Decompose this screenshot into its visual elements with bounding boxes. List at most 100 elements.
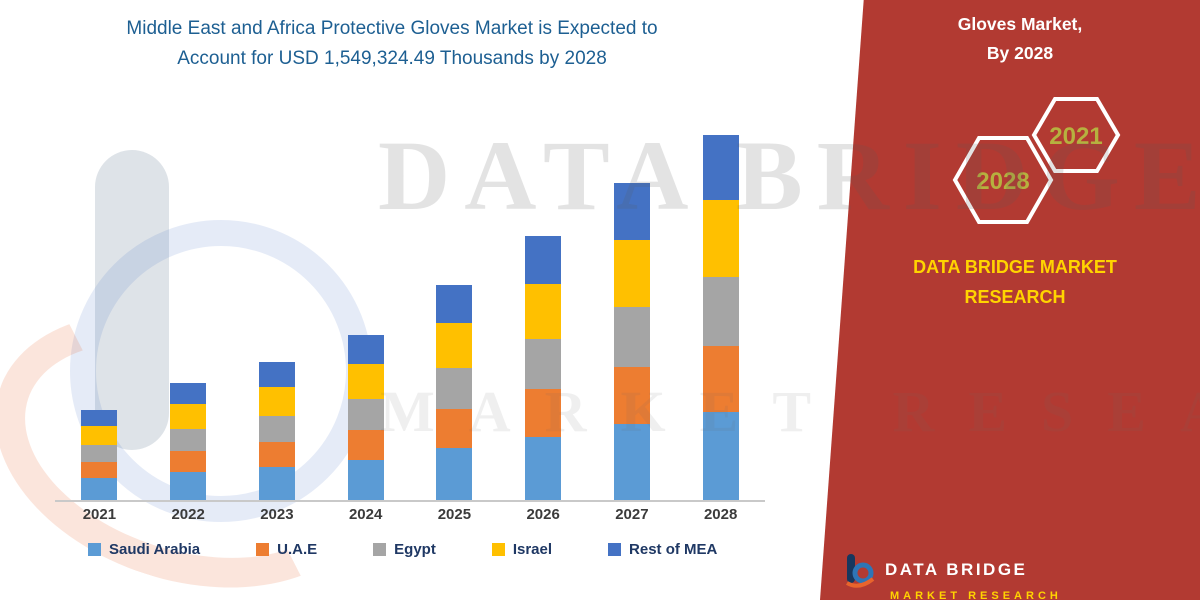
bar-segment [347, 364, 384, 399]
bar-segment [613, 183, 650, 240]
legend-swatch [256, 543, 270, 556]
bar-segment [613, 307, 650, 367]
bar-segment [525, 437, 562, 500]
legend-label: Israel [512, 541, 553, 558]
bar-column-2027 [588, 120, 677, 500]
legend-swatch [373, 543, 387, 556]
bar-column-2024 [321, 120, 410, 500]
bar-segment [81, 410, 118, 426]
bar-stack [613, 183, 650, 500]
bar-segment [347, 430, 384, 460]
legend-swatch [491, 543, 505, 556]
legend-label: Egypt [394, 541, 436, 558]
x-axis-label: 2022 [171, 506, 205, 523]
bar-segment [258, 362, 295, 387]
bar-segment [525, 284, 562, 339]
bar-segment [81, 426, 118, 445]
bar-segment [613, 240, 650, 307]
bar-segment [702, 412, 739, 500]
bar-column-2023 [233, 120, 322, 500]
x-axis-label: 2021 [82, 506, 117, 523]
bar-segment [347, 335, 384, 364]
x-axis-label: 2023 [260, 506, 294, 523]
bar-segment [436, 409, 473, 448]
legend-item: Israel [491, 541, 553, 558]
legend-label: Rest of MEA [629, 541, 718, 558]
bar-column-2025 [410, 120, 499, 500]
brand-line2: RESEARCH [964, 287, 1066, 307]
bar-segment [436, 448, 473, 500]
side-panel: Gloves Market, By 2028 2028 2021 DATA BR… [820, 0, 1200, 600]
bar-stack [170, 383, 207, 500]
legend-label: Saudi Arabia [109, 541, 201, 558]
bar-segment [170, 451, 207, 472]
chart-title-line1: Middle East and Africa Protective Gloves… [126, 18, 658, 39]
footer-brand-text: DATA BRIDGE [885, 560, 1028, 579]
bar-segment [258, 442, 295, 467]
x-axis-label: 2028 [703, 506, 738, 523]
bar-segment [702, 135, 739, 200]
x-axis-label: 2026 [526, 506, 560, 523]
bar-column-2028 [676, 120, 765, 500]
legend-item: Rest of MEA [608, 541, 717, 558]
x-axis-label: 2024 [348, 506, 383, 523]
bar-segment [613, 367, 650, 424]
bar-segment [347, 399, 384, 430]
panel-heading-line2: By 2028 [986, 43, 1054, 63]
panel-heading: Gloves Market, By 2028 [900, 10, 1140, 68]
bar-segment [525, 389, 562, 437]
year-hexagons: 2028 2021 [952, 97, 1121, 224]
bar-segment [525, 236, 562, 284]
hexagon-2028 [952, 136, 1054, 224]
legend-swatch [608, 543, 622, 556]
bar-segment [170, 472, 207, 500]
bar-segment [170, 383, 207, 404]
brand-line1: DATA BRIDGE MARKET [913, 257, 1117, 277]
bar-segment [258, 416, 295, 442]
bar-column-2022 [144, 120, 233, 500]
legend: Saudi Arabia U.A.E Egypt Israel Rest of MEA [88, 541, 717, 558]
bar-stack [525, 236, 562, 500]
bar-column-2021 [55, 120, 144, 500]
bar-segment [81, 445, 118, 462]
bar-segment [258, 387, 295, 416]
bar-segment [258, 467, 295, 500]
bar-segment [702, 200, 739, 277]
bar-stack [258, 362, 295, 500]
bar-column-2026 [499, 120, 588, 500]
chart-title: Middle East and Africa Protective Gloves… [30, 14, 754, 74]
data-bridge-logo-icon [845, 554, 875, 588]
bar-segment [436, 285, 473, 323]
bar-stack [81, 410, 118, 500]
legend-label: U.A.E [277, 541, 318, 558]
bar-segment [613, 424, 650, 500]
x-axis-labels: 2021 2022 2023 2024 2025 2026 2027 2028 [55, 506, 765, 523]
bar-segment [702, 346, 739, 412]
chart-plot [55, 120, 765, 502]
x-axis-label: 2027 [615, 506, 649, 523]
legend-item: Egypt [373, 541, 436, 558]
bar-segment [170, 404, 207, 429]
bar-segment [347, 460, 384, 500]
bar-stack [347, 335, 384, 500]
x-axis-label: 2025 [437, 506, 472, 523]
bar-stack [436, 285, 473, 500]
panel-heading-line1: Gloves Market, [957, 14, 1083, 34]
bar-segment [81, 478, 118, 500]
bar-segment [81, 462, 118, 478]
legend-swatch [88, 543, 101, 556]
hexagon-2028-label: 2028 [976, 168, 1029, 195]
brand-text: DATA BRIDGE MARKET RESEARCH [850, 252, 1180, 312]
footer-logo: DATA BRIDGE [844, 552, 1027, 588]
bar-segment [436, 368, 473, 409]
bar-segment [702, 277, 739, 346]
bar-segment [525, 339, 562, 389]
chart-title-line2: Account for USD 1,549,324.49 Thousands b… [177, 48, 607, 69]
legend-item: U.A.E [256, 541, 317, 558]
legend-item: Saudi Arabia [88, 541, 200, 558]
hexagon-2021-label: 2021 [1049, 123, 1102, 150]
hexagon-2021 [1031, 97, 1121, 173]
bar-stack [702, 135, 739, 500]
bar-segment [436, 323, 473, 368]
footer-sub-text: MARKET RESEARCH [890, 590, 1062, 600]
